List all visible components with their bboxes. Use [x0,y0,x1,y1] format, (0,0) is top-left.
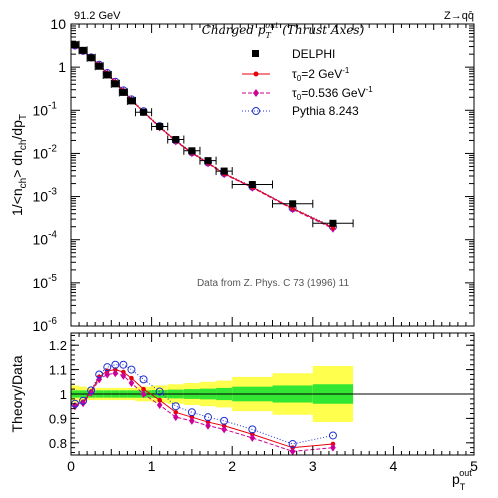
ratio-tau0536-point [112,369,119,378]
ratio-pythia-point [119,360,128,369]
legend-marker-tau2 [253,71,259,77]
ratio-pythia-line [74,364,334,445]
ratio-pythia-point [328,431,337,440]
main-delphi-point [248,181,256,189]
ratio-tau0536-point [120,371,127,380]
main-y-tick-label: 10-3 [33,187,58,205]
legend: DELPHI τ0=2 GeV-1 τ0=0.536 GeV-1 Pythia … [242,47,373,118]
main-delphi-point [119,88,127,96]
process-label: Z→qq̄ [444,10,474,22]
main-series [70,40,354,233]
ratio-x-axis-title: pTout [452,468,472,492]
ratio-pythia-point [187,408,196,417]
ratio-tau0536-point [88,388,94,397]
energy-label: 91.2 GeV [74,10,121,22]
legend-label-tau0536: τ0=0.536 GeV-1 [292,85,373,102]
main-delphi-series [70,40,354,228]
main-delphi-point [103,71,111,79]
ratio-pythia-point [155,387,164,396]
ratio-pythia-point [220,416,229,425]
main-delphi-point [71,41,79,49]
ratio-tau2-point [173,410,179,415]
main-delphi-point [289,200,297,208]
main-delphi-point [140,108,148,116]
legend-marker-tau0536 [253,89,259,97]
main-delphi-point [204,157,212,165]
legend-marker-pythia [252,107,260,115]
ratio-clip-mask [71,455,474,462]
ratio-tau2-point [129,375,134,381]
main-y-axis: 10 1 10-1 10-2 10-3 10-4 10-5 10-6 [33,16,474,334]
ratio-tau0536-point [189,416,195,425]
ratio-x-tick-label: 5 [470,458,478,474]
main-delphi-point [127,97,135,105]
ratio-tau0536-point [249,433,256,442]
main-delphi-point [172,136,180,144]
ratio-tau2-point [157,397,162,403]
main-y-axis-title: 1/<nch> dnch/dpT [9,114,29,216]
main-tau2-point [290,206,295,211]
ratio-tau0536-point [205,421,211,430]
main-y-tick-label: 10-2 [33,143,58,161]
ratio-pythia-point [79,396,88,405]
ratio-x-tick-label: 1 [148,458,156,474]
main-y-tick-label: 10-1 [33,100,58,118]
ratio-tau0536-point [221,425,227,434]
ratio-x-tick-label: 3 [309,458,317,474]
ratio-pythia-point [248,425,257,434]
ratio-pythia-point [127,365,136,374]
main-y-tick-label: 1 [58,59,66,75]
ratio-y-tick-label: 1 [60,387,67,402]
ratio-y-axis: 0.8 0.9 1 1.1 1.2 [49,334,474,454]
main-y-tick-label: 10-4 [33,230,58,248]
ratio-tau0536-point [330,443,336,452]
ratio-pythia-point [139,375,148,384]
main-delphi-point [329,219,337,227]
main-delphi-point [220,167,228,175]
ratio-pythia-point [87,386,96,395]
legend-label-pythia: Pythia 8.243 [292,104,359,118]
ratio-pythia-point [171,402,180,411]
ratio-x-tick-label: 2 [228,458,236,474]
ratio-y-tick-label: 0.8 [49,436,67,451]
ratio-tau2-point [141,386,146,392]
ratio-pythia-point [95,370,104,379]
ratio-tau0536-point [80,399,86,408]
main-delphi-point [79,46,87,54]
ratio-series [71,360,474,462]
main-delphi-point [87,54,95,62]
ratio-x-tick-label: 4 [390,458,398,474]
main-delphi-point [156,123,164,131]
ratio-tau0536-point [172,413,179,422]
ratio-pythia-point [204,413,213,422]
legend-label-tau2: τ0=2 GeV-1 [292,66,350,83]
main-delphi-point [95,62,103,70]
main-y-tick-label: 10-5 [33,273,58,291]
ratio-y-tick-label: 0.9 [49,411,67,426]
main-x-axis [70,24,475,326]
legend-label-delphi: DELPHI [292,47,335,61]
main-y-tick-label: 10 [50,16,66,32]
ratio-pythia-point [103,363,112,372]
main-delphi-point [111,80,119,88]
ratio-y-axis-title: Theory/Data [9,355,25,432]
ratio-tau0536-series [72,369,336,456]
legend-marker-delphi [252,50,259,57]
main-y-tick-label: 10-6 [33,316,58,334]
ratio-tau0536-point [128,379,135,388]
ratio-pythia-point [111,360,120,369]
ratio-x-tick-label: 0 [67,458,75,474]
ratio-tau0536-point [140,390,147,398]
ratio-x-axis: 0 1 2 3 4 5 [67,333,478,474]
ratio-y-tick-label: 1.1 [49,363,67,378]
main-delphi-point [188,147,196,155]
data-source-note: Data from Z. Phys. C 73 (1996) 11 [197,278,350,289]
ratio-pythia-point [288,440,297,449]
ratio-pythia-series [71,360,337,449]
ratio-tau0536-point [104,370,111,379]
ratio-tau0536-point [289,447,296,456]
ratio-y-tick-label: 1.2 [49,338,67,353]
ratio-tau0536-point [156,400,163,409]
